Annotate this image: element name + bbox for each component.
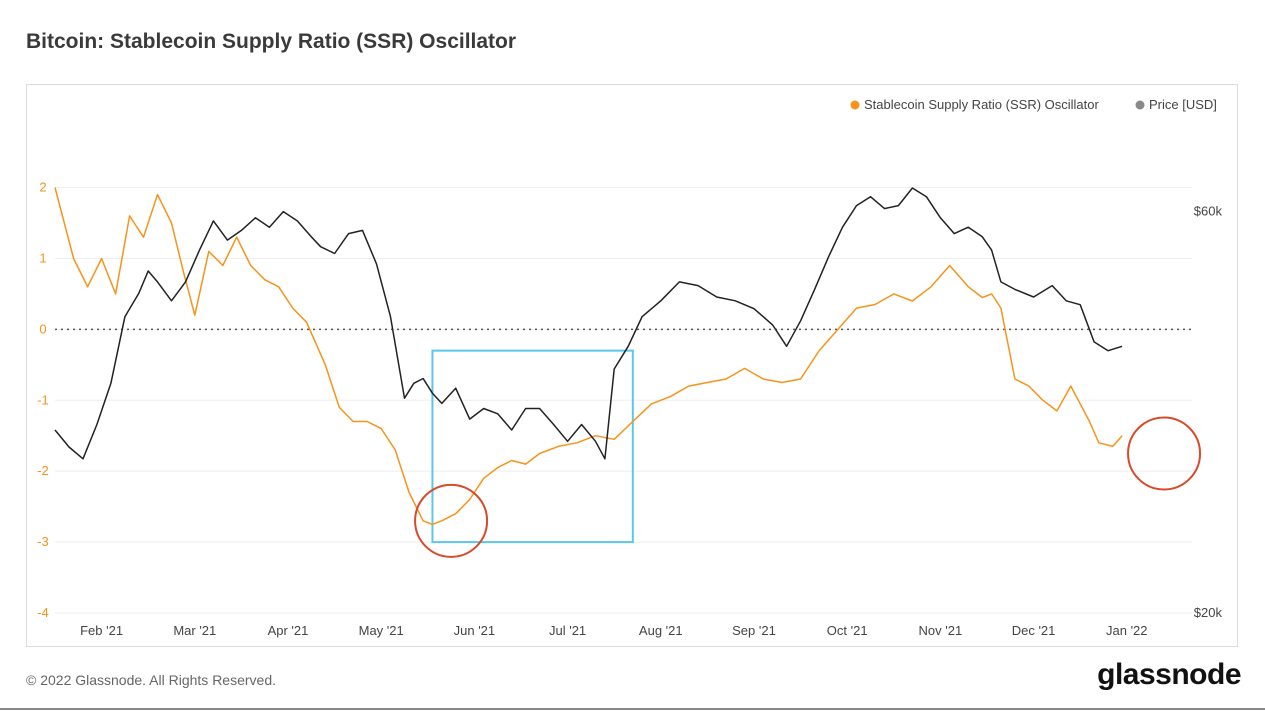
highlight-box	[431, 349, 634, 544]
x-tick-label: Jan '22	[1106, 623, 1148, 638]
legend-label-oscillator: Stablecoin Supply Ratio (SSR) Oscillator	[864, 97, 1099, 112]
brand-logo: glassnode	[1097, 658, 1241, 691]
x-tick-label: Jun '21	[454, 623, 496, 638]
x-tick-label: Apr '21	[268, 623, 309, 638]
chart-title: Bitcoin: Stablecoin Supply Ratio (SSR) O…	[26, 30, 517, 53]
bottom-divider	[0, 708, 1265, 710]
y-tick-label-left: 2	[39, 180, 46, 195]
y-tick-label-left: 1	[39, 250, 46, 265]
x-tick-label: May '21	[359, 623, 404, 638]
legend-marker-price	[1135, 100, 1145, 110]
x-tick-label: Oct '21	[827, 623, 868, 638]
x-tick-label: Aug '21	[639, 623, 683, 638]
highlight-circle	[414, 483, 489, 558]
x-tick-label: Feb '21	[80, 623, 123, 638]
y-tick-label-right: $20k	[1194, 605, 1223, 620]
chart-svg: 2 1 0 -1 -2 -3 -4 $60k $20k Feb '21 Mar '21 Apr '21…	[37, 97, 1223, 638]
x-tick-label: Mar '21	[173, 623, 216, 638]
copyright-footer: © 2022 Glassnode. All Rights Reserved.	[26, 672, 277, 688]
x-tick-label: Jul '21	[549, 623, 586, 638]
y-tick-label-left: 0	[39, 321, 46, 336]
x-tick-label: Nov '21	[919, 623, 963, 638]
price-line	[54, 187, 1123, 460]
y-tick-label-left: -3	[37, 534, 49, 549]
chart-frame: 2 1 0 -1 -2 -3 -4 $60k $20k Feb '21 Mar '21 Apr '21…	[26, 84, 1238, 647]
x-tick-label: Dec '21	[1012, 623, 1056, 638]
y-tick-label-left: -4	[37, 605, 49, 620]
y-tick-label-right: $60k	[1194, 204, 1223, 219]
ssr-oscillator-line	[54, 187, 1123, 526]
legend-label-price: Price [USD]	[1149, 97, 1217, 112]
y-tick-label-left: -1	[37, 392, 49, 407]
highlight-circle	[1127, 416, 1202, 491]
legend-marker-oscillator	[850, 100, 860, 110]
x-tick-label: Sep '21	[732, 623, 776, 638]
y-tick-label-left: -2	[37, 463, 49, 478]
